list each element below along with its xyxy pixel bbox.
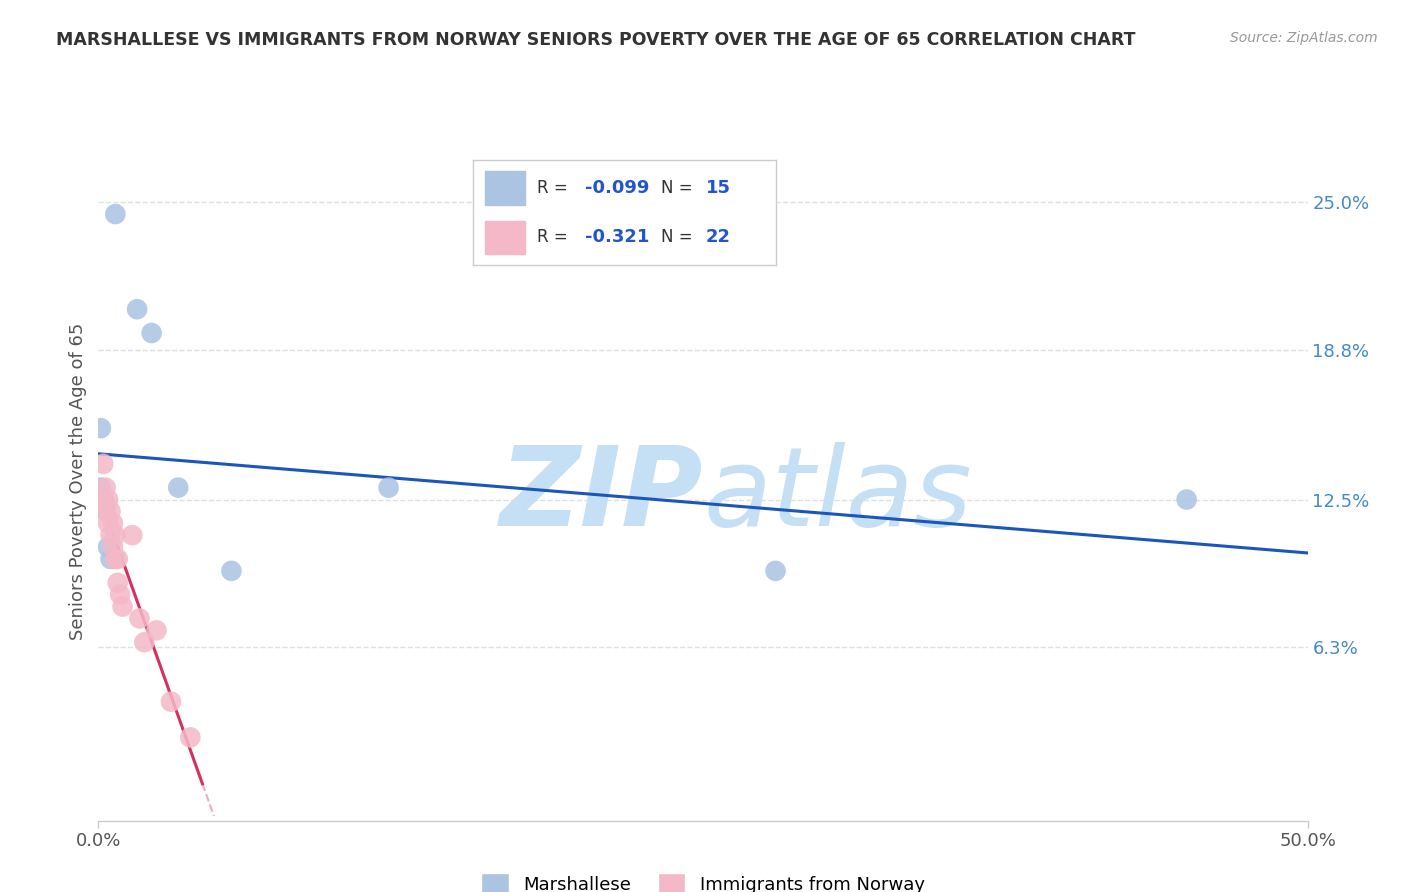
- Point: [160, 695, 183, 709]
- Point: [765, 564, 787, 578]
- Point: [94, 504, 117, 518]
- Point: [111, 599, 134, 614]
- Legend: Marshallese, Immigrants from Norway: Marshallese, Immigrants from Norway: [474, 865, 932, 892]
- Text: R =: R =: [537, 179, 572, 197]
- Point: [90, 492, 112, 507]
- Bar: [485, 220, 524, 254]
- Text: N =: N =: [661, 228, 697, 246]
- Text: Source: ZipAtlas.com: Source: ZipAtlas.com: [1230, 31, 1378, 45]
- Point: [134, 635, 156, 649]
- Point: [121, 528, 143, 542]
- Text: N =: N =: [661, 179, 697, 197]
- Point: [377, 481, 399, 495]
- Point: [221, 564, 243, 578]
- Point: [1175, 492, 1198, 507]
- Text: 22: 22: [706, 228, 731, 246]
- Point: [128, 611, 150, 625]
- Bar: [485, 171, 524, 205]
- Point: [104, 207, 127, 221]
- Point: [108, 588, 131, 602]
- Point: [91, 492, 114, 507]
- Text: ZIP: ZIP: [499, 442, 703, 549]
- Point: [100, 552, 122, 566]
- Point: [90, 421, 112, 435]
- Text: atlas: atlas: [703, 442, 972, 549]
- Text: -0.321: -0.321: [585, 228, 650, 246]
- Point: [91, 492, 114, 507]
- Text: -0.099: -0.099: [585, 179, 650, 197]
- Point: [101, 540, 124, 554]
- Text: R =: R =: [537, 228, 578, 246]
- Point: [107, 575, 129, 590]
- Point: [90, 481, 112, 495]
- Point: [100, 528, 122, 542]
- Point: [97, 516, 120, 531]
- Point: [104, 552, 127, 566]
- Text: MARSHALLESE VS IMMIGRANTS FROM NORWAY SENIORS POVERTY OVER THE AGE OF 65 CORRELA: MARSHALLESE VS IMMIGRANTS FROM NORWAY SE…: [56, 31, 1136, 49]
- Point: [104, 528, 127, 542]
- Point: [91, 457, 114, 471]
- Point: [97, 540, 120, 554]
- Text: 15: 15: [706, 179, 731, 197]
- Point: [141, 326, 163, 340]
- Point: [127, 302, 149, 317]
- Point: [100, 504, 122, 518]
- Point: [97, 492, 120, 507]
- Point: [101, 516, 124, 531]
- Point: [167, 481, 190, 495]
- Point: [94, 504, 117, 518]
- Point: [145, 624, 167, 638]
- Point: [179, 731, 201, 745]
- Y-axis label: Seniors Poverty Over the Age of 65: Seniors Poverty Over the Age of 65: [69, 323, 87, 640]
- Point: [94, 481, 117, 495]
- Point: [107, 552, 129, 566]
